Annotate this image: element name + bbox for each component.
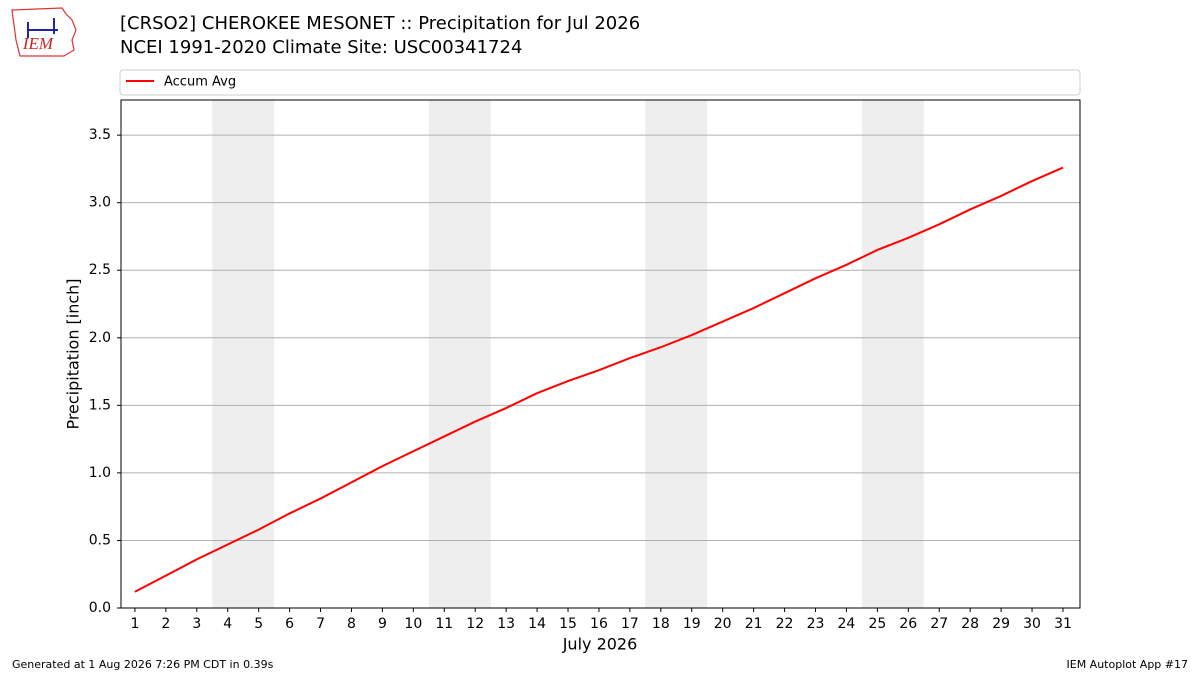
x-tick-label: 24 — [838, 616, 856, 632]
chart-subtitle: NCEI 1991-2020 Climate Site: USC00341724 — [120, 37, 522, 58]
y-tick-label: 2.5 — [89, 262, 111, 278]
x-tick-label: 3 — [192, 616, 201, 632]
y-tick-label: 0.0 — [89, 600, 111, 616]
x-tick-label: 9 — [378, 616, 387, 632]
legend-box — [119, 69, 1081, 96]
x-tick-label: 30 — [1023, 616, 1041, 632]
x-tick-label: 21 — [745, 616, 763, 632]
plot-frame — [120, 99, 1081, 609]
x-tick-label: 6 — [285, 616, 294, 632]
weekend-shade — [861, 100, 924, 608]
x-tick-label: 25 — [868, 616, 886, 632]
x-tick-label: 13 — [497, 616, 515, 632]
x-tick-label: 29 — [992, 616, 1010, 632]
x-tick-label: 11 — [435, 616, 453, 632]
y-axis-label: Precipitation [inch] — [64, 278, 83, 429]
x-tick-label: 23 — [807, 616, 825, 632]
x-tick-label: 16 — [590, 616, 608, 632]
series-line — [134, 166, 1064, 593]
footer-right: IEM Autoplot App #17 — [1067, 658, 1189, 671]
logo-outline — [11, 7, 77, 57]
logo: IEM — [11, 7, 77, 57]
x-tick-label: 28 — [961, 616, 979, 632]
weekend-shade — [645, 100, 708, 608]
x-tick-label: 18 — [652, 616, 670, 632]
x-tick-label: 7 — [316, 616, 325, 632]
x-tick-label: 15 — [559, 616, 577, 632]
x-tick-label: 10 — [404, 616, 422, 632]
legend-label: Accum Avg — [164, 75, 236, 90]
x-tick-label: 1 — [130, 616, 139, 632]
x-tick-label: 31 — [1054, 616, 1072, 632]
weekend-shade — [428, 100, 491, 608]
x-tick-label: 4 — [223, 616, 232, 632]
x-tick-label: 19 — [683, 616, 701, 632]
x-axis-label: July 2026 — [562, 635, 638, 654]
y-tick-label: 3.5 — [89, 127, 111, 143]
y-tick-label: 0.5 — [89, 532, 111, 548]
y-tick-label: 1.0 — [89, 465, 111, 481]
footer-left: Generated at 1 Aug 2026 7:26 PM CDT in 0… — [12, 658, 274, 671]
x-tick-label: 17 — [621, 616, 639, 632]
x-tick-label: 2 — [161, 616, 170, 632]
x-tick-label: 20 — [714, 616, 732, 632]
chart-title: [CRSO2] CHEROKEE MESONET :: Precipitatio… — [120, 13, 640, 34]
y-tick-label: 1.5 — [89, 397, 111, 413]
x-tick-label: 5 — [254, 616, 263, 632]
x-tick-label: 22 — [776, 616, 794, 632]
x-tick-label: 27 — [930, 616, 948, 632]
logo-text: IEM — [22, 34, 54, 53]
x-tick-label: 12 — [466, 616, 484, 632]
x-tick-label: 8 — [347, 616, 356, 632]
x-tick-label: 26 — [899, 616, 917, 632]
y-tick-label: 2.0 — [89, 330, 111, 346]
x-tick-label: 14 — [528, 616, 546, 632]
weekend-shade — [212, 100, 275, 608]
y-tick-label: 3.0 — [89, 195, 111, 211]
